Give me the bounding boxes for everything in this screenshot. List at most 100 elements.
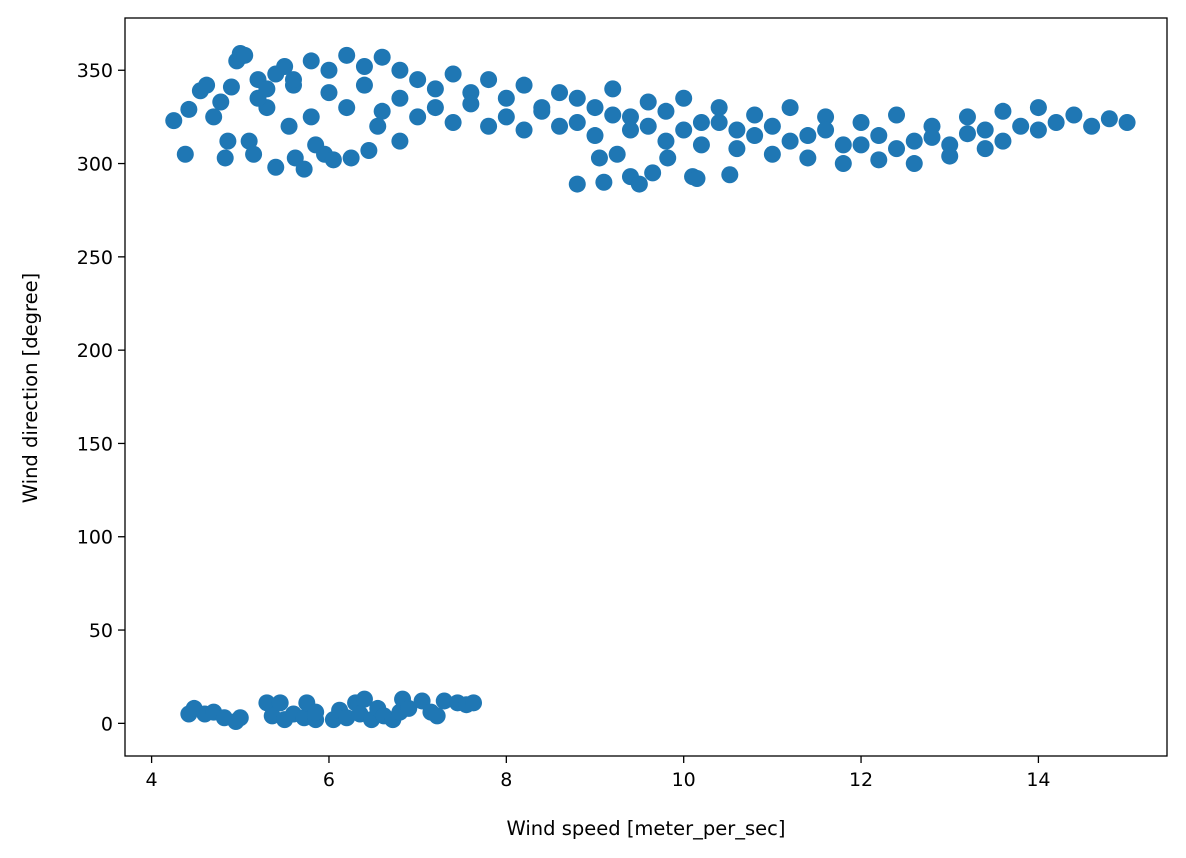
data-point [817, 121, 835, 139]
data-point [604, 80, 622, 98]
data-point [976, 121, 994, 139]
data-point [692, 136, 710, 154]
y-tick-label: 150 [77, 433, 113, 455]
y-tick-label: 350 [77, 60, 113, 82]
data-point [1118, 114, 1136, 131]
data-point [212, 93, 230, 111]
data-point [568, 114, 586, 131]
data-point [338, 99, 356, 117]
points-layer [165, 44, 1136, 730]
data-point [834, 155, 852, 173]
data-point [302, 108, 320, 126]
data-point [240, 132, 258, 150]
data-point [852, 136, 870, 154]
data-point [799, 149, 817, 167]
data-point [621, 121, 639, 139]
data-point [533, 102, 551, 120]
data-point [799, 127, 817, 145]
data-point [426, 80, 444, 98]
data-point [428, 707, 446, 725]
data-point [295, 160, 313, 178]
data-point [1065, 106, 1083, 124]
data-point [373, 48, 391, 66]
data-point [444, 65, 462, 83]
y-tick-label: 100 [77, 527, 113, 549]
data-point [267, 65, 285, 83]
plot-frame [124, 17, 1168, 757]
data-point [1029, 99, 1047, 117]
data-point [710, 114, 728, 131]
data-point [586, 127, 604, 145]
data-point [852, 114, 870, 131]
data-point [355, 76, 373, 94]
y-axis-label: Wind direction [degree] [19, 273, 42, 503]
data-point [302, 52, 320, 70]
data-point [409, 71, 427, 89]
data-point [219, 132, 237, 150]
data-point [355, 58, 373, 76]
data-point [905, 132, 923, 150]
data-point [958, 108, 976, 126]
data-point [267, 158, 285, 176]
data-point [675, 89, 693, 107]
data-point [710, 99, 728, 117]
data-point [391, 132, 409, 150]
data-point [435, 692, 453, 710]
data-point [941, 147, 959, 165]
data-point [216, 149, 234, 167]
data-point [1012, 117, 1030, 135]
data-point [1029, 121, 1047, 139]
data-point [284, 71, 302, 89]
data-point [391, 61, 409, 79]
data-point [817, 108, 835, 126]
data-point [409, 108, 427, 126]
data-point [320, 61, 338, 79]
data-point [976, 140, 994, 158]
data-point [426, 99, 444, 117]
x-axis-ticks: 4 6 8 10 12 14 [146, 756, 1051, 791]
data-point [271, 694, 289, 712]
data-point [307, 703, 325, 721]
data-point [497, 89, 515, 107]
data-point [391, 89, 409, 107]
data-point [590, 149, 608, 167]
data-point [444, 114, 462, 131]
data-point [692, 114, 710, 131]
data-point [245, 145, 263, 163]
data-point [400, 699, 418, 717]
data-point [258, 80, 276, 98]
data-point [888, 140, 906, 158]
data-point [165, 112, 183, 130]
data-point [515, 121, 533, 139]
data-point [1100, 110, 1118, 128]
y-tick-label: 50 [89, 620, 113, 642]
data-point [781, 99, 799, 117]
x-tick-label: 14 [1026, 769, 1050, 791]
data-point [465, 694, 483, 712]
data-point [721, 166, 739, 184]
data-point [595, 173, 613, 191]
data-point [746, 106, 764, 124]
y-tick-label: 0 [101, 713, 113, 735]
data-point [728, 140, 746, 158]
data-point [480, 117, 498, 135]
data-point [568, 175, 586, 193]
data-point [994, 132, 1012, 150]
data-point [236, 46, 254, 64]
data-point [369, 117, 387, 135]
data-point [338, 46, 356, 64]
data-point [644, 164, 662, 182]
data-point [675, 121, 693, 139]
data-point [551, 84, 569, 102]
data-point [480, 71, 498, 89]
y-tick-label: 200 [77, 340, 113, 362]
data-point [497, 108, 515, 126]
data-point [360, 141, 378, 159]
y-axis-ticks: 0 50 100 150 200 250 300 350 [77, 60, 125, 735]
data-point [870, 151, 888, 169]
data-point [338, 709, 356, 727]
data-point [320, 84, 338, 102]
data-point [258, 694, 276, 712]
data-point [834, 136, 852, 154]
